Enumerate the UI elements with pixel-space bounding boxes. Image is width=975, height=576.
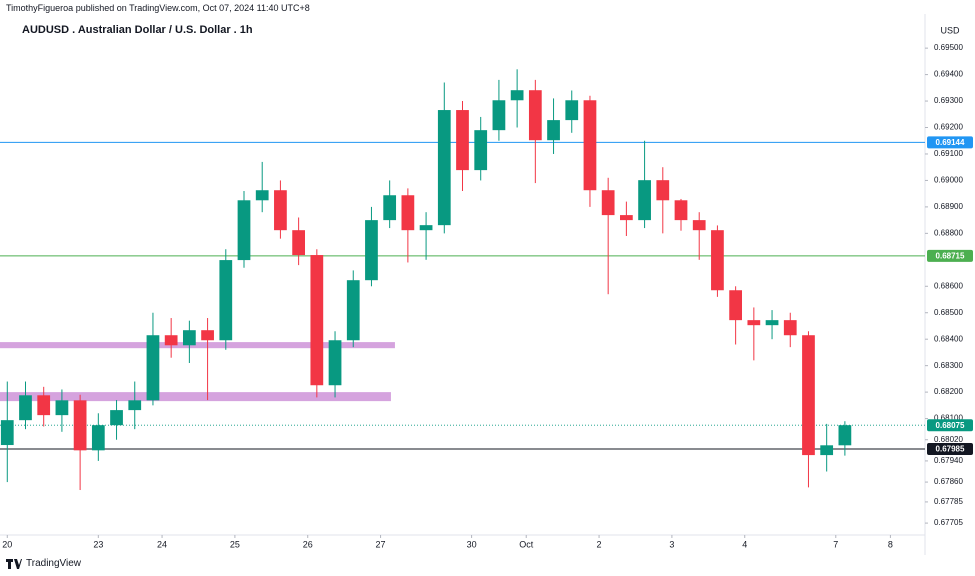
- price-tag-label: 0.68075: [936, 421, 965, 430]
- y-tick-label: 0.67940: [934, 456, 963, 465]
- axis-unit: USD: [940, 25, 960, 35]
- candle-body: [802, 335, 815, 456]
- candle-body: [838, 425, 852, 446]
- candle-body: [55, 400, 69, 416]
- price-tag-label: 0.67985: [936, 445, 965, 454]
- candle-body: [692, 220, 706, 231]
- price-tag-label: 0.68715: [936, 251, 965, 260]
- candle-body: [73, 400, 87, 451]
- candle-body: [292, 230, 305, 256]
- candle-body: [820, 445, 834, 456]
- publish-info: TimothyFigueroa published on TradingView…: [6, 3, 310, 13]
- candle-body: [437, 110, 451, 226]
- footer: TradingView: [6, 558, 81, 569]
- candle-body: [91, 425, 105, 451]
- brand-name: TradingView: [26, 558, 82, 569]
- x-tick-label: 24: [157, 539, 167, 549]
- price-tag: [927, 419, 973, 432]
- y-tick-label: 0.68200: [934, 387, 963, 396]
- y-tick-label: 0.67785: [934, 497, 963, 506]
- x-tick-label: 3: [669, 539, 674, 549]
- candle-body: [0, 420, 14, 446]
- y-tick-label: 0.68600: [934, 281, 963, 290]
- chart-title: AUDUSD . Australian Dollar / U.S. Dollar…: [22, 24, 253, 36]
- plot-area: [0, 14, 925, 535]
- x-tick-label: 25: [230, 539, 240, 549]
- y-tick-label: 0.69200: [934, 123, 963, 132]
- y-tick-label: 0.69100: [934, 149, 963, 158]
- candle-body: [474, 130, 488, 171]
- candle-body: [237, 200, 251, 261]
- candle-body: [164, 335, 178, 346]
- candle-body: [656, 180, 670, 201]
- candle-body: [674, 200, 688, 221]
- candle-body: [401, 195, 415, 231]
- candle-body: [19, 395, 32, 421]
- y-tick-label: 0.69300: [934, 96, 963, 105]
- y-tick-label: 0.68300: [934, 361, 963, 370]
- x-tick-label: 8: [888, 539, 893, 549]
- candle-body: [510, 90, 524, 101]
- y-tick-label: 0.69500: [934, 43, 963, 52]
- candle-body: [419, 225, 433, 231]
- y-tick-label: 0.67860: [934, 477, 963, 486]
- x-tick-label: 4: [742, 539, 747, 549]
- candle-body: [310, 255, 324, 386]
- zone: [0, 392, 391, 402]
- candle-body: [110, 410, 123, 426]
- candle-body: [601, 190, 615, 216]
- price-tag: [927, 136, 973, 149]
- candle-body: [729, 290, 743, 321]
- candle-body: [547, 120, 560, 141]
- x-tick-label: Oct: [519, 539, 534, 549]
- x-tick-label: 2: [597, 539, 602, 549]
- candle-body: [638, 180, 651, 221]
- brand-logo: [6, 558, 22, 569]
- price-tag: [927, 249, 973, 262]
- candle-body: [456, 110, 469, 171]
- x-tick-label: 7: [833, 539, 838, 549]
- y-tick-label: 0.67705: [934, 518, 963, 527]
- price-tag: [927, 443, 973, 456]
- chart: AUDUSD . Australian Dollar / U.S. Dollar…: [0, 14, 973, 555]
- candle-body: [583, 100, 597, 191]
- candle-body: [182, 330, 196, 346]
- y-tick-label: 0.68020: [934, 435, 963, 444]
- candle-body: [146, 335, 160, 401]
- candle-body: [783, 320, 797, 336]
- candle-body: [747, 320, 761, 326]
- candle-body: [711, 230, 724, 291]
- x-tick-label: 26: [303, 539, 313, 549]
- y-tick-label: 0.68400: [934, 334, 963, 343]
- x-tick-label: 30: [467, 539, 477, 549]
- candle-body: [346, 280, 360, 341]
- y-tick-label: 0.69400: [934, 70, 963, 79]
- y-tick-label: 0.68900: [934, 202, 963, 211]
- y-tick-label: 0.69000: [934, 176, 963, 185]
- x-tick-label: 23: [93, 539, 103, 549]
- zone: [0, 342, 395, 349]
- candle-body: [528, 90, 542, 141]
- candle-body: [328, 340, 342, 386]
- x-tick-label: 20: [2, 539, 12, 549]
- candle-body: [492, 100, 506, 131]
- candle-body: [620, 215, 633, 221]
- y-tick-label: 0.68500: [934, 308, 963, 317]
- candle-body: [37, 395, 51, 416]
- candle-body: [255, 190, 269, 201]
- y-tick-label: 0.68800: [934, 228, 963, 237]
- candle-body: [765, 320, 779, 326]
- y-tick-label: 0.68100: [934, 414, 963, 423]
- candle-body: [365, 220, 378, 281]
- candle-body: [201, 330, 214, 341]
- candle-body: [274, 190, 287, 231]
- candle-body: [219, 260, 233, 341]
- candle-body: [383, 195, 397, 221]
- price-tag-label: 0.69144: [936, 138, 965, 147]
- candle-body: [565, 100, 579, 121]
- x-tick-label: 27: [376, 539, 386, 549]
- candle-body: [128, 400, 142, 411]
